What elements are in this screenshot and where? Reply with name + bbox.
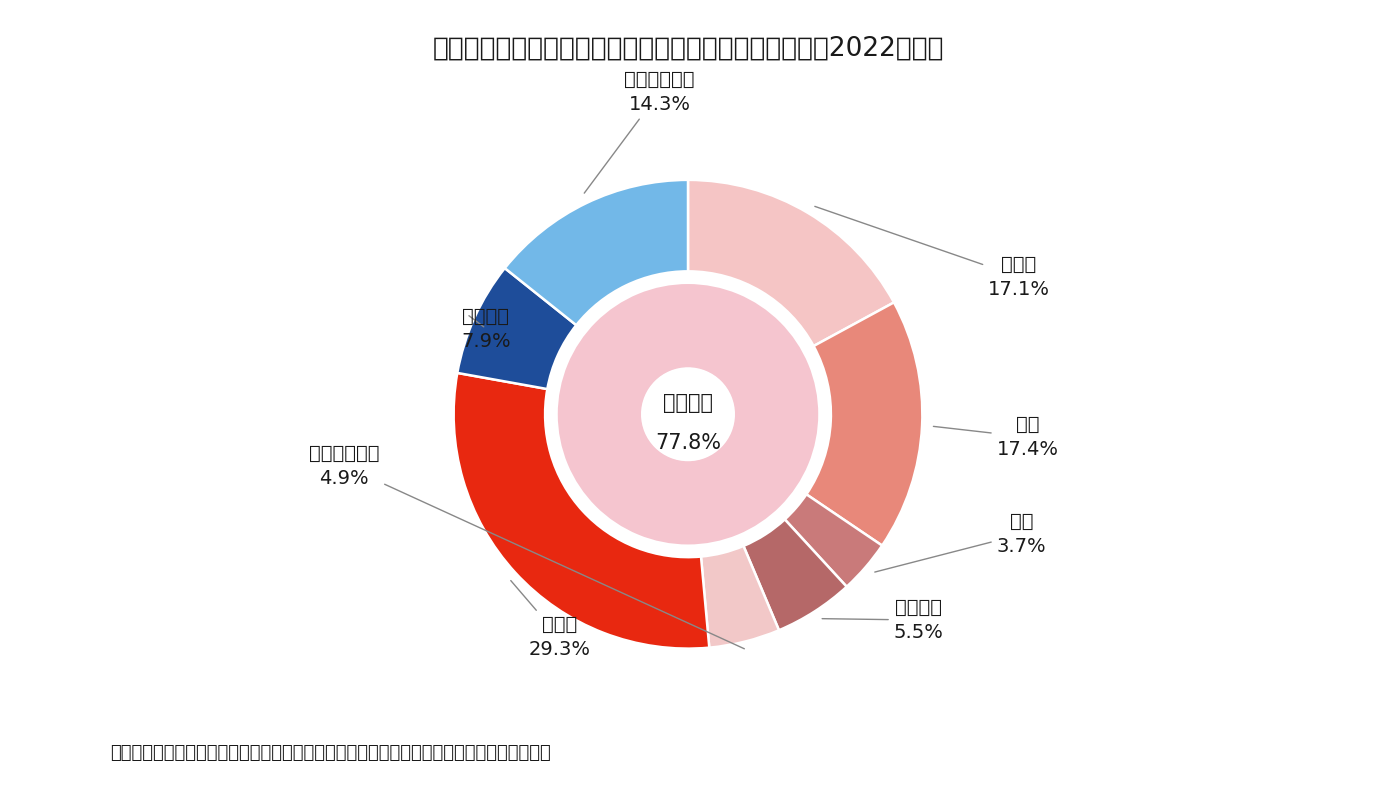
Wedge shape <box>743 520 846 630</box>
Circle shape <box>643 368 733 460</box>
Text: 理事長
17.1%: 理事長 17.1% <box>815 207 1050 299</box>
Wedge shape <box>505 180 688 326</box>
Text: 専門委員
5.5%: 専門委員 5.5% <box>821 598 944 642</box>
Text: （資料）　公益財団法人マンション管理センターの公表資料よりニッセイ基礎研究所が作成: （資料） 公益財団法人マンション管理センターの公表資料よりニッセイ基礎研究所が作… <box>110 744 550 762</box>
Text: 管理会社
7.9%: 管理会社 7.9% <box>461 307 510 351</box>
Text: 管理組合: 管理組合 <box>663 393 713 413</box>
Text: その他・不明
14.3%: その他・不明 14.3% <box>585 70 695 193</box>
Wedge shape <box>806 303 922 546</box>
Wedge shape <box>688 180 894 346</box>
Text: その他・不明
4.9%: その他・不明 4.9% <box>308 444 744 649</box>
Text: 監事
3.7%: 監事 3.7% <box>875 512 1046 572</box>
Text: 77.8%: 77.8% <box>655 433 721 453</box>
Wedge shape <box>457 268 577 389</box>
Text: 図表２　管理組合の運営等に関する相談の相談者属性（2022年度）: 図表２ 管理組合の運営等に関する相談の相談者属性（2022年度） <box>432 36 944 62</box>
Text: 組合員
29.3%: 組合員 29.3% <box>510 581 590 659</box>
Wedge shape <box>784 494 882 587</box>
Wedge shape <box>454 373 709 649</box>
Text: 理事
17.4%: 理事 17.4% <box>933 415 1058 459</box>
Wedge shape <box>556 283 820 546</box>
Wedge shape <box>700 546 779 648</box>
